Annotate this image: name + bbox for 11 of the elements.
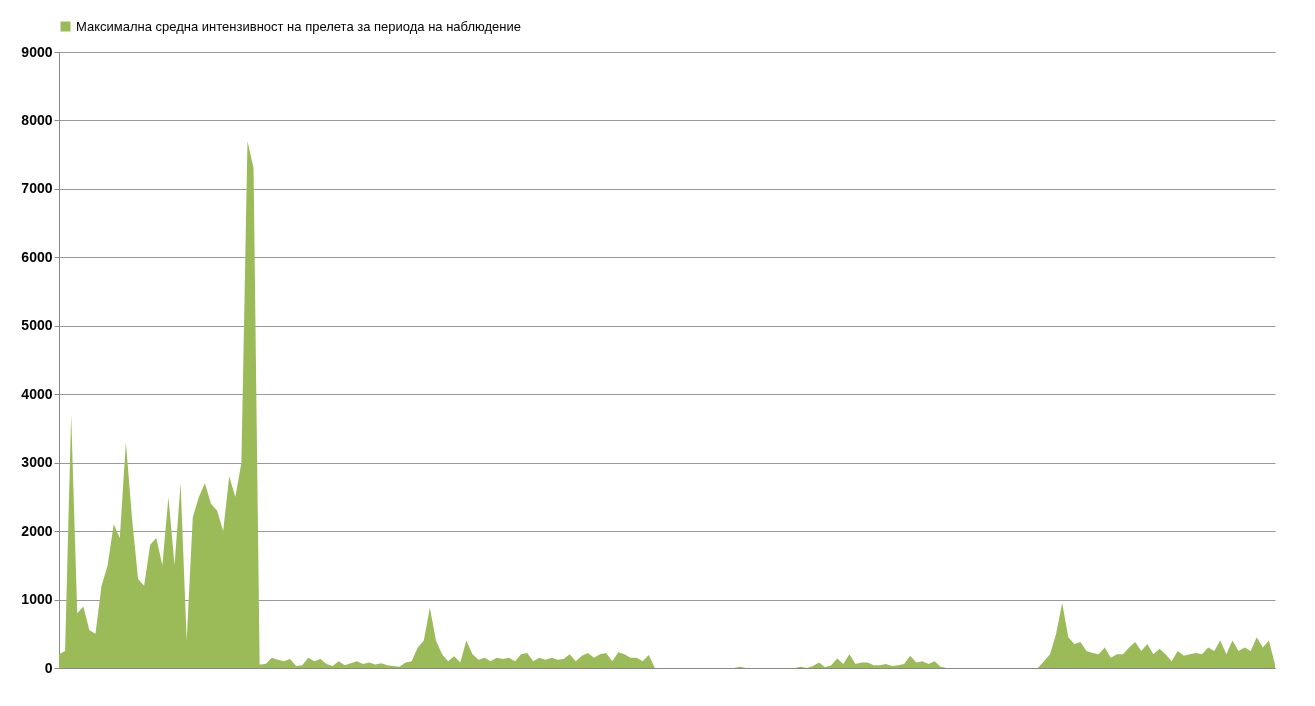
y-tick-label: 9000 (21, 43, 53, 60)
y-tick-label: 1000 (21, 591, 53, 608)
legend-label: Максимална средна интензивност на прелета за периода на наблюдение (76, 18, 522, 34)
y-tick-label: 8000 (21, 111, 53, 128)
y-tick-label: 4000 (21, 385, 53, 402)
y-tick-label: 5000 (21, 317, 53, 334)
y-tick-label: 6000 (21, 248, 53, 265)
y-tick-label: 2000 (21, 522, 53, 539)
y-tick-label: 0 (44, 659, 53, 676)
y-tick-label: 7000 (21, 180, 53, 197)
y-tick-label: 3000 (21, 454, 53, 471)
